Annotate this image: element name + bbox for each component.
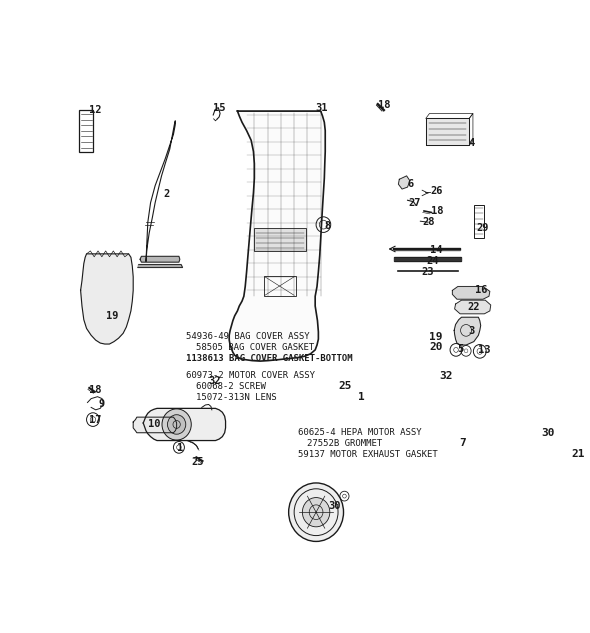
Polygon shape <box>229 111 325 361</box>
Text: 30: 30 <box>541 428 555 438</box>
Text: 60973-2 MOTOR COVER ASSY: 60973-2 MOTOR COVER ASSY <box>186 371 320 380</box>
Text: 32: 32 <box>439 371 453 380</box>
Text: 24: 24 <box>427 256 439 266</box>
Text: 21: 21 <box>572 449 585 459</box>
Polygon shape <box>133 417 176 433</box>
Text: 1: 1 <box>359 392 365 402</box>
Text: 31: 31 <box>316 103 328 113</box>
Text: 60068-2 SCREW: 60068-2 SCREW <box>196 382 271 391</box>
Text: 58505 BAG COVER GASKET: 58505 BAG COVER GASKET <box>196 343 320 352</box>
Polygon shape <box>455 300 491 314</box>
Text: 15072-313N LENS: 15072-313N LENS <box>196 392 282 402</box>
Text: 32: 32 <box>208 376 221 386</box>
Text: 59137 MOTOR EXHAUST GASKET: 59137 MOTOR EXHAUST GASKET <box>298 449 443 459</box>
Text: 12: 12 <box>90 105 102 115</box>
Text: 17: 17 <box>90 415 102 425</box>
Polygon shape <box>426 118 469 145</box>
Text: 25: 25 <box>338 382 352 391</box>
Polygon shape <box>453 287 490 299</box>
Circle shape <box>168 415 186 434</box>
Polygon shape <box>394 257 461 261</box>
Text: 26: 26 <box>430 187 442 196</box>
Text: 23: 23 <box>422 267 434 277</box>
Text: 60625-4 HEPA MOTOR ASSY: 60625-4 HEPA MOTOR ASSY <box>298 429 427 437</box>
Text: 54936-49 BAG COVER ASSY: 54936-49 BAG COVER ASSY <box>186 332 315 341</box>
Bar <box>79 110 93 151</box>
Text: 3: 3 <box>468 326 475 336</box>
Text: 18: 18 <box>90 385 102 395</box>
Bar <box>264 276 296 296</box>
Circle shape <box>289 483 343 541</box>
Text: 25: 25 <box>191 457 204 467</box>
Text: 19: 19 <box>106 311 119 321</box>
Bar <box>474 204 484 238</box>
Text: 10: 10 <box>148 419 160 429</box>
Text: 19: 19 <box>429 332 442 342</box>
Polygon shape <box>454 317 481 345</box>
Text: 28: 28 <box>423 217 435 227</box>
Text: 6: 6 <box>408 179 414 189</box>
Polygon shape <box>143 408 225 441</box>
Text: 1: 1 <box>177 443 183 453</box>
Text: 27: 27 <box>408 197 421 208</box>
Text: 27552B GROMMET: 27552B GROMMET <box>307 439 388 448</box>
Text: 18: 18 <box>431 206 444 216</box>
Circle shape <box>302 498 330 527</box>
Text: 20: 20 <box>430 342 443 353</box>
Text: 16: 16 <box>476 285 488 296</box>
Text: 4: 4 <box>468 138 475 148</box>
Text: 13: 13 <box>478 346 491 355</box>
Text: 30: 30 <box>329 501 341 511</box>
Polygon shape <box>140 256 180 262</box>
Text: 2: 2 <box>163 189 169 199</box>
Text: 9: 9 <box>98 399 104 410</box>
Text: 15: 15 <box>213 103 225 113</box>
Bar <box>254 228 306 251</box>
Text: 22: 22 <box>468 301 480 311</box>
Text: 5: 5 <box>457 344 463 354</box>
Polygon shape <box>394 248 460 250</box>
Text: 7: 7 <box>459 439 466 448</box>
Text: 29: 29 <box>477 223 489 233</box>
Circle shape <box>162 409 191 440</box>
Text: 14: 14 <box>430 245 442 255</box>
Text: 1138613 BAG COVER GASKET-BOTTOM: 1138613 BAG COVER GASKET-BOTTOM <box>186 354 352 363</box>
Polygon shape <box>81 254 133 344</box>
Polygon shape <box>137 265 182 268</box>
Text: 18: 18 <box>378 100 391 110</box>
Polygon shape <box>398 176 410 189</box>
Text: 8: 8 <box>324 220 330 230</box>
